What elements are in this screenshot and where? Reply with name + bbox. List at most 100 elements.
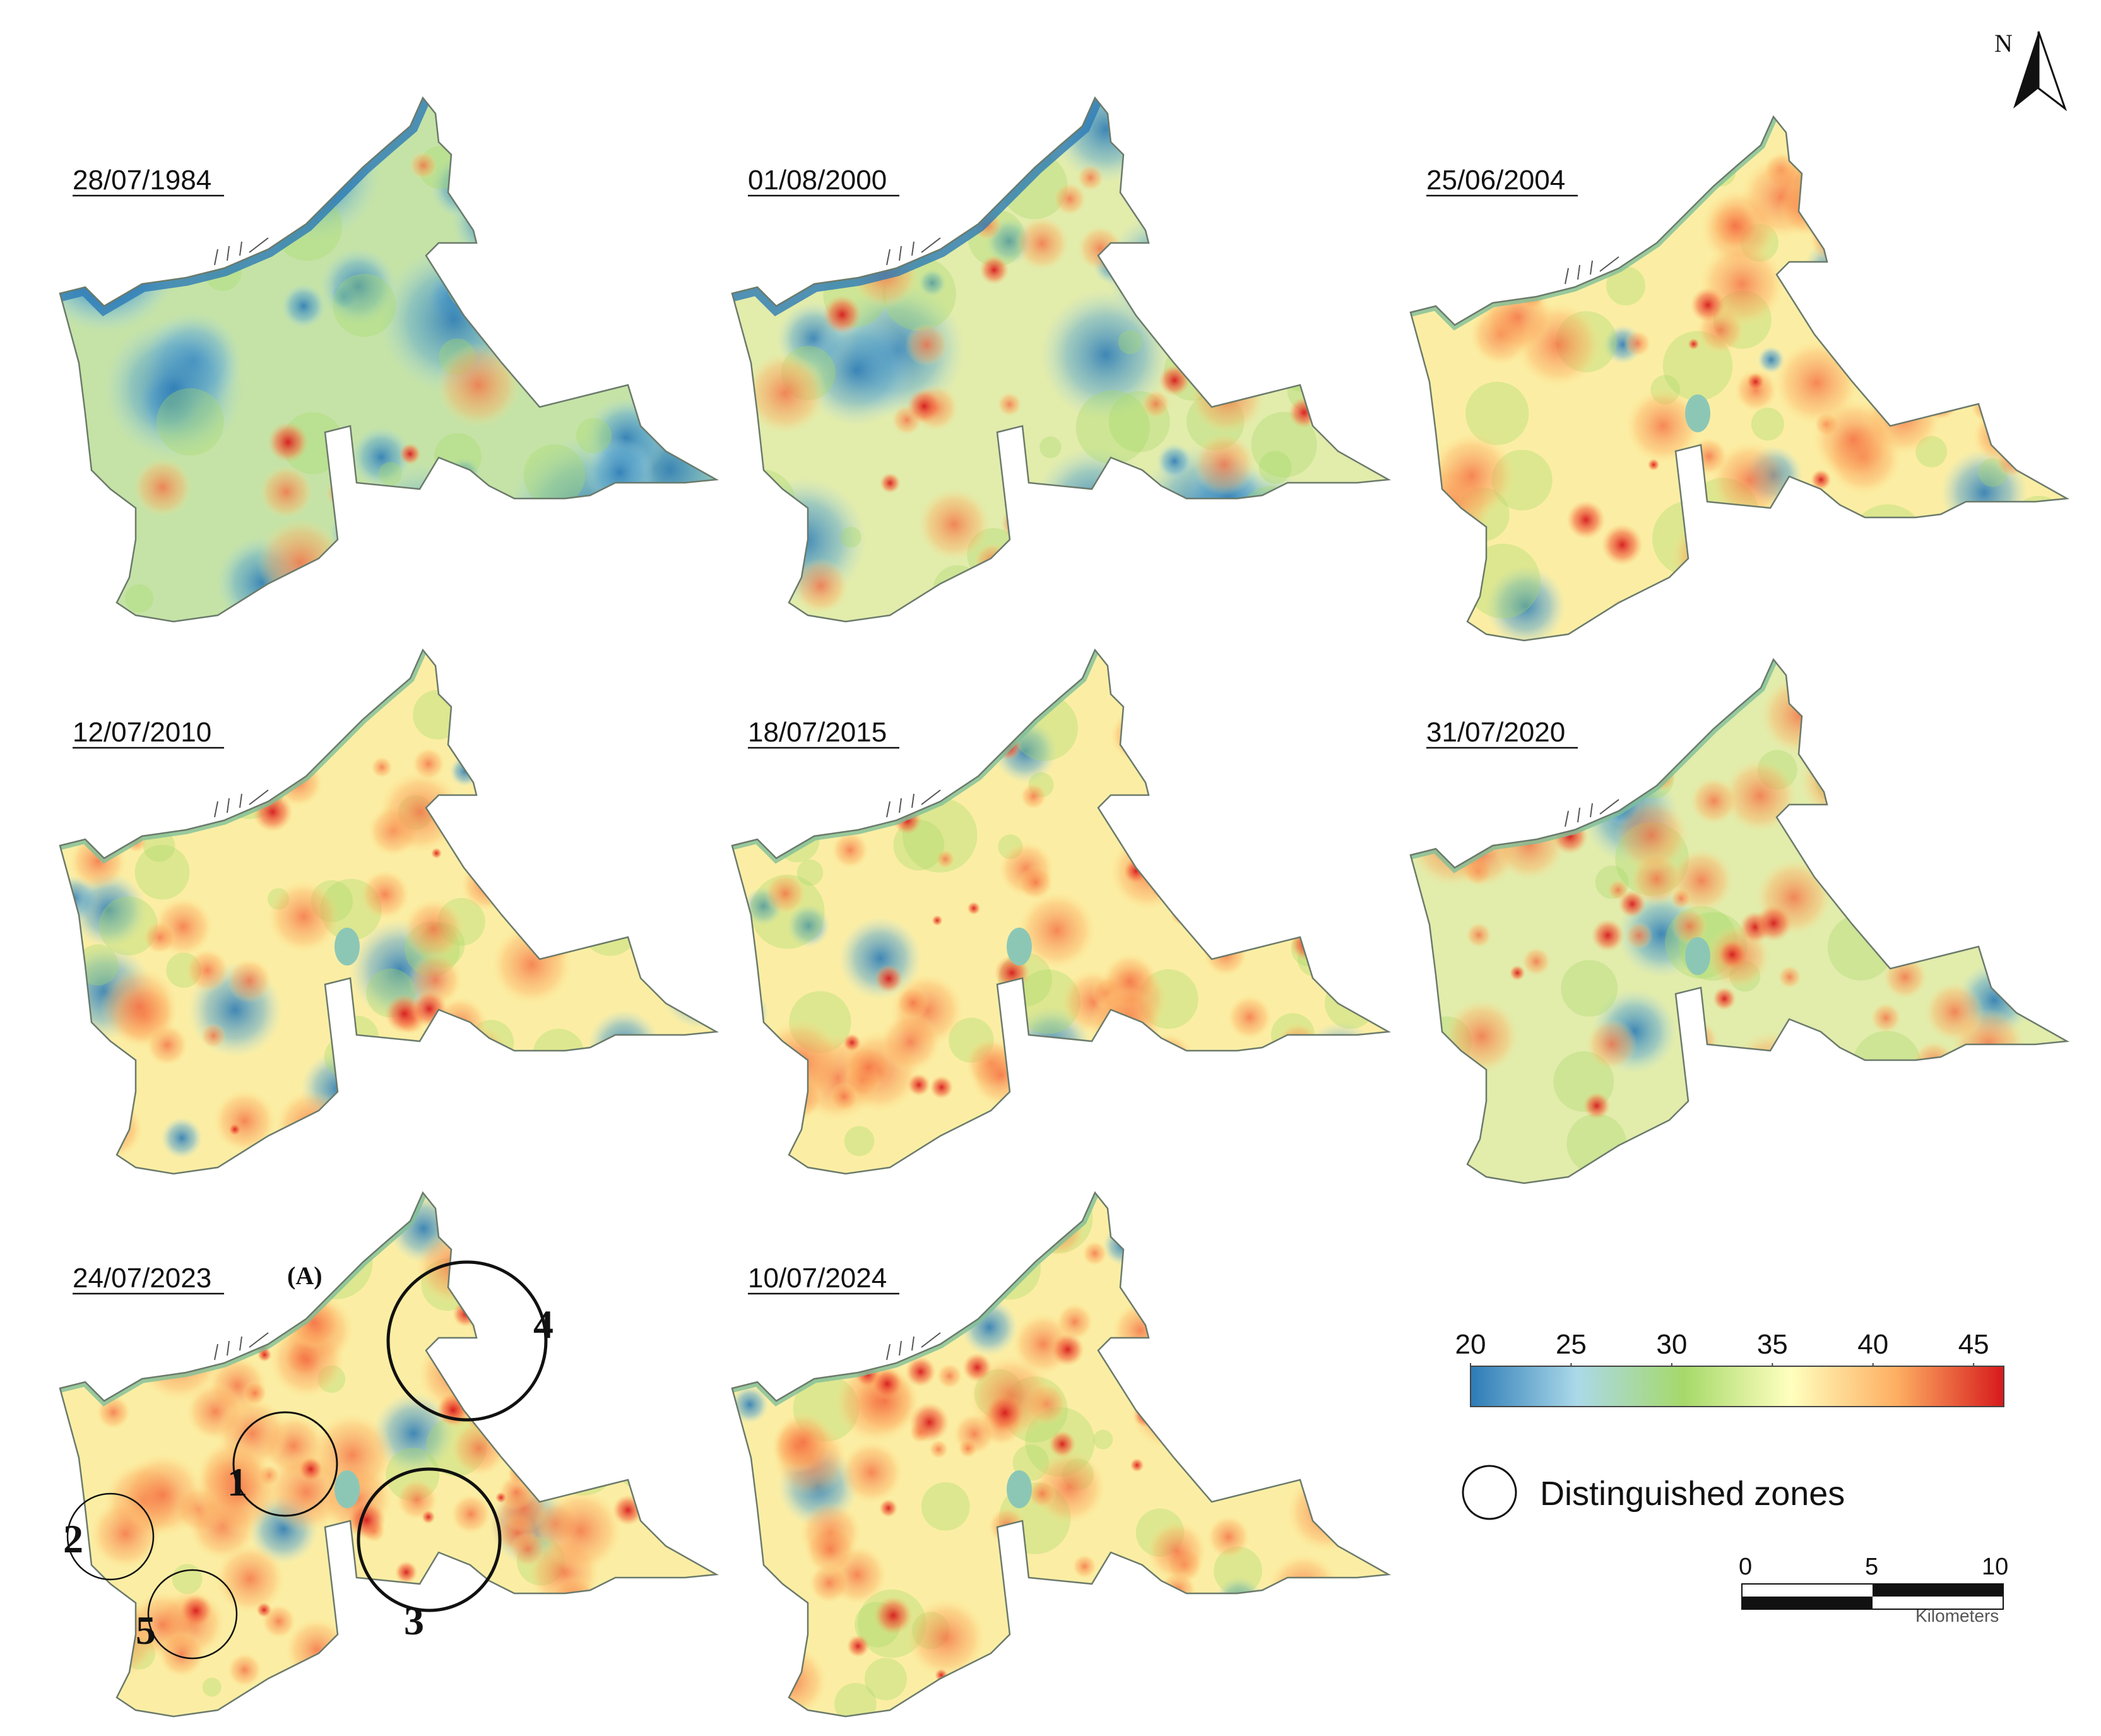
warm-zone bbox=[1482, 281, 1554, 353]
scale-bar-outline bbox=[1741, 1583, 2004, 1610]
warm-zone bbox=[1238, 1232, 1291, 1285]
vegetation-patch bbox=[841, 526, 861, 548]
vegetation-patch bbox=[162, 1339, 192, 1371]
warm-zone bbox=[1168, 1239, 1241, 1312]
vegetation-patch bbox=[732, 469, 796, 539]
hot-spot bbox=[295, 759, 305, 769]
vegetation-patch bbox=[1221, 749, 1296, 824]
hot-spot bbox=[641, 1048, 672, 1078]
vegetation-patch bbox=[157, 388, 224, 456]
warm-zone bbox=[1723, 759, 1797, 833]
warm-zone bbox=[793, 558, 849, 614]
cool-zone bbox=[1052, 98, 1159, 183]
cool-zone bbox=[313, 561, 384, 622]
hot-spot bbox=[1949, 309, 1974, 334]
warm-zone bbox=[1614, 798, 1689, 873]
vegetation-patch bbox=[587, 1212, 653, 1277]
warm-zone bbox=[804, 1523, 856, 1576]
vegetation-patch bbox=[1986, 163, 2044, 221]
warm-zone bbox=[831, 831, 869, 869]
vegetation-patch bbox=[125, 584, 154, 613]
warm-zone bbox=[1444, 999, 1519, 1074]
vegetation-patch bbox=[1847, 127, 1884, 163]
warm-zone bbox=[1169, 832, 1227, 889]
warm-zone bbox=[1296, 690, 1358, 751]
cool-zone bbox=[1898, 211, 1925, 238]
vegetation-patch bbox=[1034, 562, 1096, 622]
hot-spot bbox=[1587, 765, 1613, 791]
warm-zone bbox=[969, 1043, 1033, 1106]
warm-zone bbox=[1247, 810, 1318, 882]
harbour-piers bbox=[886, 237, 941, 266]
vegetation-patch bbox=[1494, 755, 1563, 824]
vegetation-patch bbox=[1451, 753, 1494, 795]
zone-label-1: 1 bbox=[227, 1460, 247, 1504]
warm-zone bbox=[1277, 1621, 1299, 1643]
warm-zone bbox=[1809, 216, 1854, 262]
panel-date-8: 10/07/2024 bbox=[748, 1263, 887, 1294]
cool-zone bbox=[1787, 588, 1876, 641]
hot-spot bbox=[1153, 1353, 1173, 1373]
cool-zone bbox=[60, 140, 196, 296]
warm-zone bbox=[84, 1099, 144, 1159]
hot-spot bbox=[1182, 234, 1214, 266]
hot-spot bbox=[1926, 219, 1948, 241]
vegetation-patch bbox=[1349, 795, 1388, 844]
hot-spot bbox=[879, 1499, 898, 1518]
legend-tick-35: 35 bbox=[1757, 1329, 1788, 1360]
vegetation-patch bbox=[378, 462, 402, 486]
warm-zone bbox=[1273, 238, 1308, 273]
municipality-outline bbox=[59, 1191, 719, 1718]
vegetation-patch bbox=[1876, 1072, 1910, 1106]
panel-label: (A) bbox=[287, 1261, 323, 1290]
cool-zone bbox=[1255, 531, 1387, 622]
north-arrow-letter: N bbox=[1994, 29, 2013, 57]
warm-zone bbox=[1082, 1241, 1108, 1267]
vegetation-patch bbox=[1969, 776, 1997, 804]
warm-zone bbox=[1874, 191, 1960, 276]
warm-zone bbox=[222, 705, 283, 766]
warm-zone bbox=[1905, 737, 1948, 779]
hot-spot bbox=[421, 1509, 435, 1524]
vegetation-patch bbox=[2011, 495, 2067, 553]
warm-zone bbox=[1091, 986, 1163, 1058]
warm-zone bbox=[1963, 144, 2046, 227]
scale-unit: Kilometers bbox=[1915, 1606, 1999, 1626]
warm-zone bbox=[1110, 710, 1161, 761]
vegetation-patch bbox=[848, 201, 886, 240]
hot-spot bbox=[1048, 1430, 1076, 1458]
cool-zone bbox=[161, 1117, 203, 1159]
hot-spot bbox=[256, 1602, 272, 1618]
warm-zone bbox=[594, 136, 624, 167]
warm-zone bbox=[1690, 777, 1738, 825]
legend-tick-20: 20 bbox=[1455, 1329, 1486, 1360]
vegetation-patch bbox=[1205, 1059, 1258, 1113]
warm-zone bbox=[435, 343, 521, 428]
vegetation-patch bbox=[1566, 1114, 1627, 1174]
warm-zone bbox=[1286, 1472, 1367, 1553]
warm-zone bbox=[143, 921, 177, 954]
hot-spot bbox=[967, 901, 981, 915]
warm-zone bbox=[1020, 782, 1047, 810]
vegetation-patch bbox=[615, 555, 676, 617]
warm-zone bbox=[936, 1362, 963, 1390]
warm-zone bbox=[1522, 947, 1551, 976]
municipality-outline bbox=[1409, 115, 2070, 642]
warm-zone bbox=[896, 986, 930, 1020]
vegetation-patch bbox=[238, 189, 275, 226]
warm-zone bbox=[1132, 1073, 1212, 1152]
cool-zone bbox=[588, 1009, 661, 1082]
hot-spot bbox=[1690, 287, 1725, 323]
hot-spot bbox=[843, 1033, 861, 1052]
vegetation-patch bbox=[663, 232, 714, 282]
vegetation-patch bbox=[1276, 332, 1337, 393]
warm-zone bbox=[1678, 1020, 1719, 1061]
warm-zone bbox=[523, 1075, 606, 1159]
vegetation-patch bbox=[2017, 709, 2067, 762]
warm-zone bbox=[1238, 1630, 1262, 1655]
warm-zone bbox=[1970, 392, 2001, 422]
cool-zone bbox=[1011, 534, 1059, 581]
vegetation-patch bbox=[1606, 266, 1645, 305]
distinguished-zone-circles: 1 2 3 4 5 bbox=[63, 1260, 553, 1660]
vegetation-patch bbox=[1413, 471, 1441, 499]
